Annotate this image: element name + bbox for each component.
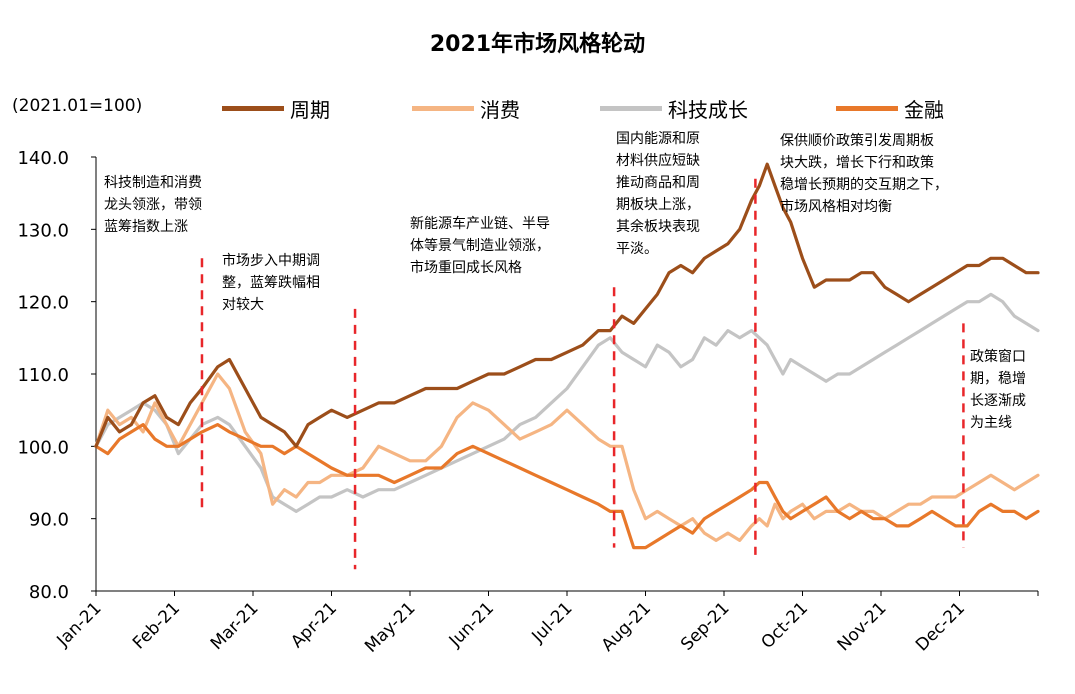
y-tick-label: 140.0 — [17, 148, 69, 169]
legend-item-xiaofei: 消费 — [412, 94, 520, 123]
series-line-xiaofei — [94, 372, 1040, 542]
y-tick-label: 100.0 — [17, 437, 69, 458]
y-tick-label: 80.0 — [29, 582, 69, 603]
x-tick-label: Nov-21 — [834, 598, 891, 655]
legend-swatch-keji — [600, 106, 662, 111]
annotation-2: 市场步入中期调 整，蓝筹跌幅相 对较大 — [222, 253, 320, 313]
series-line-zhouqi — [94, 162, 1040, 448]
series-line-jinrong — [94, 423, 1040, 550]
y-tick-label: 130.0 — [17, 220, 69, 241]
x-tick-label: Aug-21 — [598, 598, 655, 655]
legend-label-keji: 科技成长 — [668, 98, 748, 122]
legend-item-jinrong: 金融 — [836, 94, 944, 123]
legend-swatch-xiaofei — [412, 106, 474, 111]
unit-label: (2021.01=100) — [12, 96, 143, 116]
legend-item-keji: 科技成长 — [600, 94, 748, 123]
x-tick-label: Mar-21 — [207, 598, 263, 654]
legend-label-xiaofei: 消费 — [480, 98, 520, 122]
annotation-3: 新能源车产业链、半导 体等景气制造业领涨， 市场重回成长风格 — [410, 216, 550, 276]
legend-item-zhouqi: 周期 — [222, 94, 330, 123]
y-tick-label: 90.0 — [29, 510, 69, 531]
x-tick-label: Apr-21 — [287, 598, 341, 652]
y-tick-label: 110.0 — [17, 365, 69, 386]
annotation-1: 科技制造和消费 龙头领涨，带领 蓝筹指数上涨 — [104, 175, 202, 235]
x-tick-label: Oct-21 — [757, 598, 812, 653]
x-tick-label: May-21 — [361, 598, 419, 656]
annotation-6: 政策窗口 期，稳增 长逐渐成 为主线 — [970, 349, 1026, 431]
x-tick-label: Feb-21 — [129, 598, 184, 653]
x-tick-label: Jul-21 — [528, 598, 577, 647]
legend-swatch-jinrong — [836, 106, 898, 111]
legend-label-zhouqi: 周期 — [290, 98, 330, 122]
x-tick-label: Sep-21 — [677, 598, 733, 654]
series-line-keji — [94, 292, 1040, 513]
x-tick-label: Dec-21 — [912, 598, 969, 655]
x-tick-label: Jun-21 — [445, 598, 498, 651]
y-tick-label: 120.0 — [17, 293, 69, 314]
chart-title: 2021年市场风格轮动 — [429, 32, 646, 57]
legend-swatch-zhouqi — [222, 106, 284, 111]
annotation-5: 保供顺价政策引发周期板 块大跌，增长下行和政策 稳增长预期的交互期之下， 市场风… — [780, 133, 948, 215]
annotation-4: 国内能源和原 材料供应短缺 推动商品和周 期板块上涨， 其余板块表现 平淡。 — [616, 131, 700, 257]
x-tick-label: Jan-21 — [53, 598, 106, 651]
legend-label-jinrong: 金融 — [904, 98, 944, 122]
